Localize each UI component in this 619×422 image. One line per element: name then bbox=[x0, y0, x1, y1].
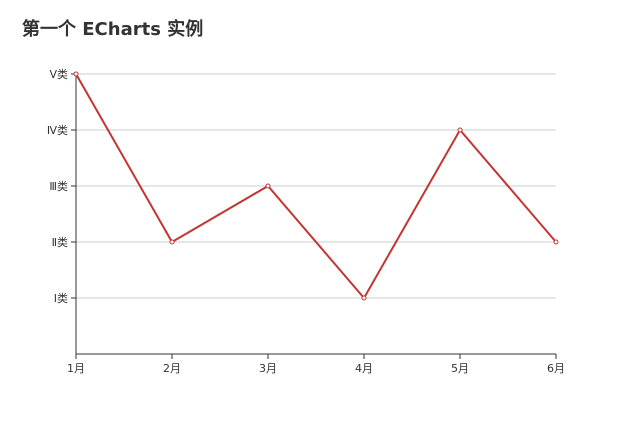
series bbox=[73, 71, 559, 301]
x-axis-labels: 1月 2月 3月 4月 5月 6月 bbox=[67, 362, 565, 375]
y-tick-label: Ⅴ类 bbox=[49, 67, 68, 81]
x-tick-label: 1月 bbox=[67, 362, 85, 375]
axes bbox=[71, 72, 557, 359]
data-point bbox=[553, 239, 559, 245]
x-tick-label: 4月 bbox=[355, 362, 373, 375]
data-point bbox=[169, 239, 175, 245]
y-tick-label: Ⅲ类 bbox=[49, 179, 68, 193]
data-point bbox=[265, 183, 271, 189]
y-tick-label: Ⅱ类 bbox=[52, 235, 68, 249]
x-tick-label: 3月 bbox=[259, 362, 277, 375]
x-tick-label: 5月 bbox=[451, 362, 469, 375]
x-tick-label: 6月 bbox=[547, 362, 565, 375]
y-axis-labels: Ⅰ类 Ⅱ类 Ⅲ类 Ⅳ类 Ⅴ类 bbox=[47, 67, 68, 305]
x-tick-label: 2月 bbox=[163, 362, 181, 375]
data-point bbox=[73, 71, 79, 77]
data-point bbox=[457, 127, 463, 133]
series-line bbox=[75, 73, 557, 299]
data-point bbox=[361, 295, 367, 301]
chart-title: 第一个 ECharts 实例 bbox=[22, 19, 204, 40]
y-tick-label: Ⅰ类 bbox=[54, 291, 68, 305]
grid-lines bbox=[76, 73, 556, 299]
y-tick-label: Ⅳ类 bbox=[47, 123, 68, 137]
